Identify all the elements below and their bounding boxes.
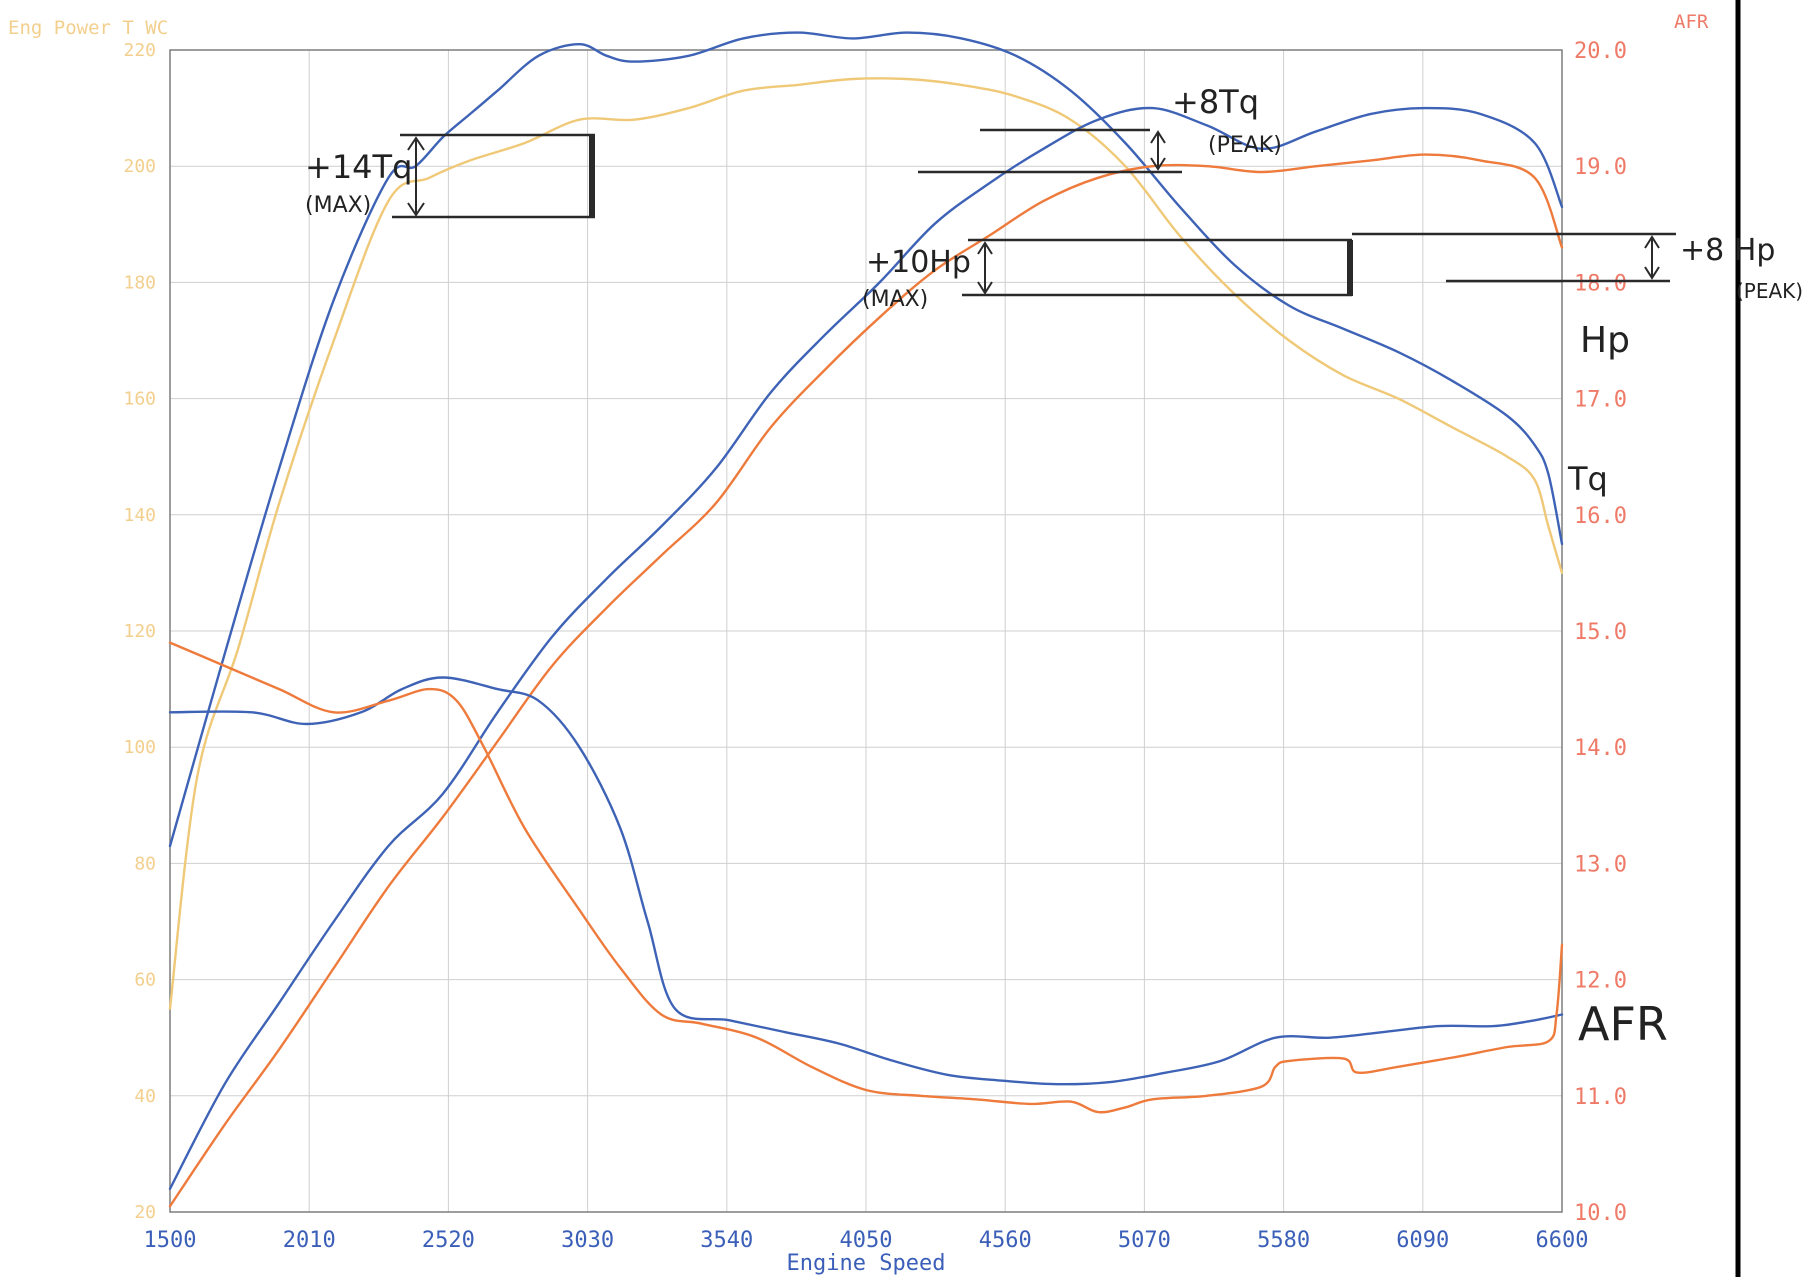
- tick-labels: 1500 2010 2520 3030 3540 4050 4560 5070 5580 6090…: [123, 39, 1627, 1253]
- x-tick-label: 1500: [144, 1228, 197, 1253]
- y-right-tick-label: 14.0: [1574, 736, 1627, 761]
- series-layer: [168, 31, 1564, 1208]
- y-right-tick-label: 13.0: [1574, 852, 1627, 877]
- annotation-8tq: +8Tq (PEAK): [918, 83, 1282, 174]
- label-tq: Tq: [1567, 460, 1608, 498]
- y-right-tick-label: 11.0: [1574, 1085, 1627, 1110]
- y-left-tick-label: 200: [123, 156, 156, 177]
- label-hp: Hp: [1580, 320, 1630, 361]
- grid-lines: [169, 49, 1563, 1213]
- y-left-tick-label: 60: [134, 970, 156, 991]
- annotation-14tq: +14Tq (MAX): [305, 133, 595, 219]
- x-tick-label: 2010: [283, 1228, 336, 1253]
- annotation-8hp-sub: (PEAK): [1736, 279, 1803, 303]
- label-afr: AFR: [1578, 997, 1668, 1051]
- y-left-tick-label: 40: [134, 1086, 156, 1107]
- annotation-14tq-label: +14Tq: [305, 148, 412, 186]
- x-axis-title: Engine Speed: [787, 1251, 946, 1276]
- x-tick-label: 2520: [422, 1228, 475, 1253]
- series-line-0: [168, 31, 1564, 848]
- y-right-tick-label: 20.0: [1574, 39, 1627, 64]
- series-line-3: [168, 153, 1564, 1208]
- x-tick-label: 5070: [1118, 1228, 1171, 1253]
- plot-frame: [169, 49, 1563, 1213]
- y-left-tick-label: 120: [123, 621, 156, 642]
- y-right-tick-label: 17.0: [1574, 388, 1627, 413]
- y-left-tick-label: 140: [123, 505, 156, 526]
- annotation-8tq-sub: (PEAK): [1208, 133, 1282, 158]
- left-axis-title: Eng Power T WC: [8, 17, 168, 39]
- annotation-14tq-sub: (MAX): [305, 193, 371, 218]
- annotation-10hp-sub: (MAX): [862, 287, 928, 312]
- x-tick-label: 5580: [1257, 1228, 1310, 1253]
- series-line-5: [168, 641, 1564, 1114]
- x-tick-label: 6600: [1536, 1228, 1589, 1253]
- y-left-tick-label: 160: [123, 389, 156, 410]
- y-right-tick-label: 10.0: [1574, 1201, 1627, 1226]
- annotation-10hp: +10Hp (MAX): [862, 238, 1353, 312]
- annotation-10hp-label: +10Hp: [866, 245, 971, 280]
- x-tick-label: 4050: [840, 1228, 893, 1253]
- annotation-8hp: +8 Hp (PEAK): [1352, 232, 1803, 303]
- x-tick-label: 6090: [1396, 1228, 1449, 1253]
- series-line-4: [168, 676, 1564, 1086]
- series-line-1: [168, 77, 1564, 1010]
- right-axis-title: AFR: [1674, 11, 1709, 33]
- y-right-tick-label: 19.0: [1574, 155, 1627, 180]
- series-line-2: [168, 106, 1564, 1190]
- y-left-tick-label: 180: [123, 272, 156, 293]
- y-right-tick-label: 15.0: [1574, 620, 1627, 645]
- y-right-tick-label: 12.0: [1574, 969, 1627, 994]
- y-right-tick-label: 18.0: [1574, 271, 1627, 296]
- y-left-tick-label: 100: [123, 737, 156, 758]
- y-left-tick-label: 20: [134, 1202, 156, 1223]
- y-left-tick-label: 220: [123, 40, 156, 61]
- annotation-8hp-label: +8 Hp: [1680, 233, 1775, 268]
- annotation-8tq-label: +8Tq: [1172, 83, 1259, 121]
- y-right-tick-label: 16.0: [1574, 504, 1627, 529]
- x-tick-label: 3540: [700, 1228, 753, 1253]
- x-tick-label: 3030: [561, 1228, 614, 1253]
- y-left-tick-label: 80: [134, 853, 156, 874]
- x-tick-label: 4560: [979, 1228, 1032, 1253]
